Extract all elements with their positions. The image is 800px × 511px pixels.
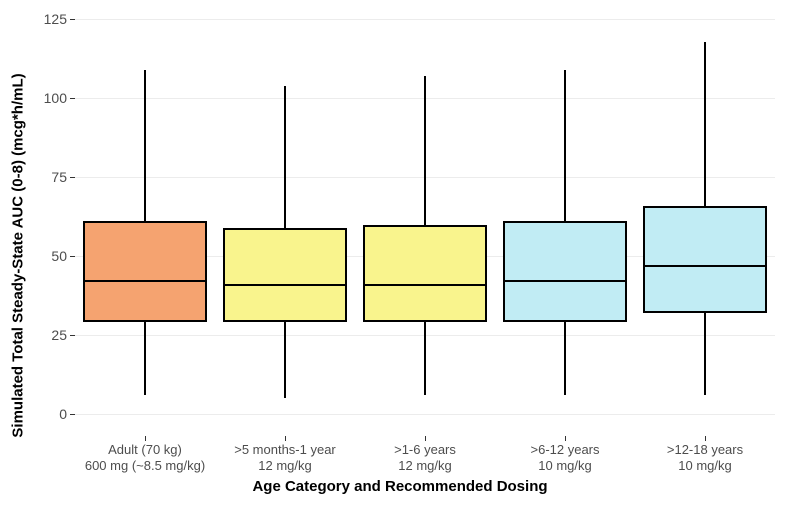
x-tick-mark — [145, 436, 146, 441]
y-tick-label: 125 — [44, 11, 67, 27]
y-tick-label: 25 — [51, 327, 67, 343]
y-tick-mark — [70, 98, 75, 99]
y-tick-mark — [70, 335, 75, 336]
x-tick-label: >1-6 years12 mg/kg — [394, 442, 456, 475]
y-axis-title: Simulated Total Steady-State AUC (0-8) (… — [4, 0, 32, 511]
x-tick-label: >5 months-1 year12 mg/kg — [234, 442, 336, 475]
y-tick-label: 50 — [51, 248, 67, 264]
box-group — [503, 10, 626, 436]
y-tick-mark — [70, 414, 75, 415]
y-tick-label: 0 — [59, 406, 67, 422]
y-tick-mark — [70, 177, 75, 178]
y-tick-mark — [70, 19, 75, 20]
x-axis-title-text: Age Category and Recommended Dosing — [252, 478, 547, 495]
box-rect — [363, 225, 486, 323]
box-group — [363, 10, 486, 436]
y-tick-label: 75 — [51, 169, 67, 185]
x-tick-label: >12-18 years10 mg/kg — [667, 442, 743, 475]
y-axis-title-text: Simulated Total Steady-State AUC (0-8) (… — [10, 73, 27, 437]
box-rect — [223, 228, 346, 323]
box-rect — [503, 221, 626, 322]
x-tick-mark — [565, 436, 566, 441]
x-tick-label: >6-12 years10 mg/kg — [530, 442, 599, 475]
x-tick-label: Adult (70 kg)600 mg (~8.5 mg/kg) — [85, 442, 205, 475]
plot-area: 0255075100125Adult (70 kg)600 mg (~8.5 m… — [75, 10, 775, 436]
box-group — [83, 10, 206, 436]
y-tick-mark — [70, 256, 75, 257]
y-tick-label: 100 — [44, 90, 67, 106]
x-tick-mark — [425, 436, 426, 441]
median-line — [503, 280, 626, 282]
median-line — [643, 265, 766, 267]
median-line — [83, 280, 206, 282]
median-line — [223, 284, 346, 286]
x-axis-title: Age Category and Recommended Dosing — [0, 478, 800, 495]
box-group — [223, 10, 346, 436]
median-line — [363, 284, 486, 286]
boxplot-chart: Simulated Total Steady-State AUC (0-8) (… — [0, 0, 800, 511]
box-rect — [643, 206, 766, 313]
x-tick-mark — [705, 436, 706, 441]
x-tick-mark — [285, 436, 286, 441]
box-rect — [83, 221, 206, 322]
box-group — [643, 10, 766, 436]
